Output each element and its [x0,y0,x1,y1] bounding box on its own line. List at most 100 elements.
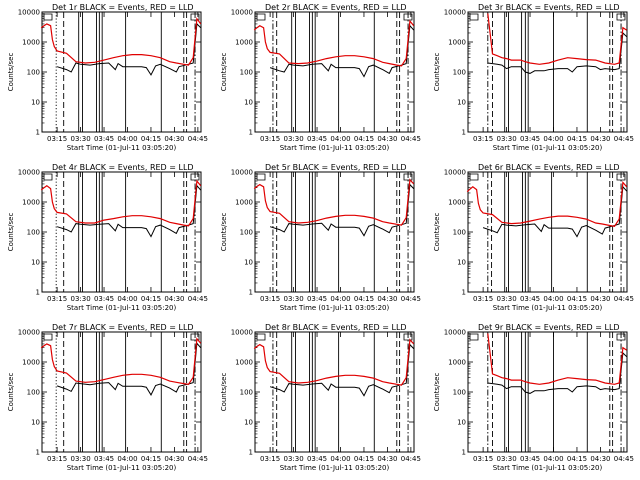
events-series-line [56,342,202,396]
y-tick-label: 1 [249,289,253,297]
y-axis-label: Counts/sec [433,53,441,92]
x-tick-label: 03:30 [70,135,90,143]
x-tick-label: 03:45 [520,135,540,143]
y-axis-label: Counts/sec [7,213,15,252]
x-tick-label: 04:30 [164,135,184,143]
x-tick-label: 03:15 [47,295,67,303]
events-series-line [269,24,415,78]
x-tick-label: 04:45 [614,295,634,303]
y-axis-label: Counts/sec [433,213,441,252]
panel-4: 1 10 100 1000 10000 03:15 03:30 03:45 04:00 04:15… [7,163,208,312]
y-tick-label: 100 [240,69,253,77]
y-axis-label: Counts/sec [220,373,228,412]
y-tick-label: 10 [244,419,253,427]
y-tick-label: 10 [457,259,466,267]
x-tick-label: 04:30 [377,455,397,463]
y-tick-label: 100 [240,229,253,237]
x-tick-label: 04:00 [330,135,350,143]
lld-series-line [253,19,415,67]
x-axis-label: Start Time (01-Jul-11 03:05:20) [67,464,177,472]
y-tick-label: 10000 [444,169,466,177]
x-tick-label: 04:00 [117,455,137,463]
y-tick-label: 10 [31,419,40,427]
corner-mark [256,13,266,21]
y-axis-label: Counts/sec [433,373,441,412]
x-tick-label: 04:00 [543,455,563,463]
x-tick-label: 04:15 [141,295,161,303]
plot-frame [467,331,628,453]
lld-series-line [487,13,628,65]
corner-mark [403,173,413,181]
x-tick-label: 04:30 [377,135,397,143]
corner-mark [616,13,626,21]
events-series-line [482,185,628,238]
x-axis-label: Start Time (01-Jul-11 03:05:20) [493,304,603,312]
x-tick-label: 03:15 [47,135,67,143]
y-tick-label: 100 [27,229,40,237]
panel-title: Det 3r BLACK = Events, RED = LLD [478,3,620,12]
x-tick-label: 04:00 [330,455,350,463]
x-tick-label: 04:45 [188,295,208,303]
events-series-line [487,351,628,394]
y-tick-label: 10 [244,99,253,107]
y-tick-label: 1000 [448,39,466,47]
x-tick-label: 03:45 [307,295,327,303]
y-axis-label: Counts/sec [220,213,228,252]
x-tick-label: 04:00 [330,295,350,303]
panel-title: Det 9r BLACK = Events, RED = LLD [478,323,620,332]
panel-5: 1 10 100 1000 10000 03:15 03:30 03:45 04:00 04:15… [220,163,421,312]
corner-mark [43,173,53,181]
x-tick-label: 03:15 [260,295,280,303]
x-tick-label: 03:15 [473,455,493,463]
events-series-line [269,183,415,237]
y-tick-label: 10 [31,99,40,107]
panel-title: Det 4r BLACK = Events, RED = LLD [52,163,194,172]
x-tick-label: 04:45 [401,295,421,303]
x-tick-label: 04:30 [590,135,610,143]
corner-mark [256,333,266,341]
x-tick-label: 03:30 [496,455,516,463]
x-tick-label: 04:30 [164,295,184,303]
x-tick-label: 04:15 [354,135,374,143]
y-tick-label: 1 [36,449,40,457]
x-tick-label: 03:30 [496,295,516,303]
events-series-line [56,22,202,76]
x-tick-label: 04:15 [354,295,374,303]
corner-mark [403,333,413,341]
x-tick-label: 04:30 [590,295,610,303]
x-tick-label: 03:45 [94,455,114,463]
x-axis-label: Start Time (01-Jul-11 03:05:20) [493,464,603,472]
y-tick-label: 10000 [18,9,40,17]
panel-title: Det 1r BLACK = Events, RED = LLD [52,3,194,12]
x-tick-label: 03:15 [260,135,280,143]
y-tick-label: 10000 [231,9,253,17]
x-tick-label: 03:30 [496,135,516,143]
y-tick-label: 10000 [444,9,466,17]
x-tick-label: 03:45 [307,135,327,143]
x-tick-label: 03:15 [473,295,493,303]
y-tick-label: 10000 [18,329,40,337]
corner-mark [190,13,200,21]
x-tick-label: 04:45 [401,455,421,463]
y-tick-label: 1000 [235,39,253,47]
y-tick-label: 100 [27,389,40,397]
x-tick-label: 04:00 [543,135,563,143]
x-axis-label: Start Time (01-Jul-11 03:05:20) [280,144,390,152]
panel-6: 1 10 100 1000 10000 03:15 03:30 03:45 04:00 04:15… [433,163,634,312]
x-axis-label: Start Time (01-Jul-11 03:05:20) [280,304,390,312]
x-tick-label: 03:30 [283,135,303,143]
x-tick-label: 04:15 [567,455,587,463]
x-tick-label: 03:30 [283,455,303,463]
x-axis-label: Start Time (01-Jul-11 03:05:20) [493,144,603,152]
plot-frame [467,11,628,133]
y-tick-label: 10000 [231,329,253,337]
x-tick-label: 03:30 [70,455,90,463]
y-tick-label: 1000 [448,359,466,367]
corner-mark [616,333,626,341]
panel-title: Det 6r BLACK = Events, RED = LLD [478,163,620,172]
panel-7: 1 10 100 1000 10000 03:15 03:30 03:45 04:00 04:15… [7,323,208,472]
x-tick-label: 03:15 [47,455,67,463]
events-series-line [487,31,628,74]
corner-mark [469,13,479,21]
panel-3: 1 10 100 1000 10000 03:15 03:30 03:45 04:00 04:15… [433,3,634,152]
